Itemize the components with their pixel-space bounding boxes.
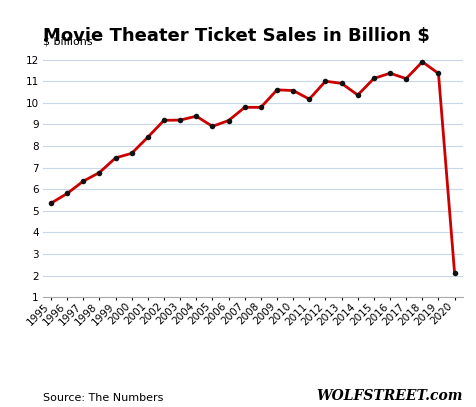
Point — [47, 200, 55, 206]
Point — [369, 75, 377, 82]
Point — [95, 169, 103, 176]
Point — [79, 178, 87, 184]
Point — [257, 104, 264, 111]
Point — [63, 190, 71, 197]
Point — [144, 134, 151, 140]
Text: Source: The Numbers: Source: The Numbers — [43, 393, 163, 403]
Point — [434, 70, 441, 77]
Point — [192, 113, 200, 119]
Point — [224, 117, 232, 124]
Point — [289, 87, 297, 94]
Point — [321, 78, 328, 85]
Point — [450, 270, 457, 277]
Point — [417, 59, 425, 65]
Point — [208, 123, 216, 129]
Text: $ billions: $ billions — [43, 36, 92, 46]
Point — [386, 70, 393, 77]
Text: Movie Theater Ticket Sales in Billion $: Movie Theater Ticket Sales in Billion $ — [43, 26, 429, 44]
Point — [337, 80, 345, 87]
Point — [111, 155, 119, 161]
Point — [128, 150, 135, 157]
Point — [160, 117, 168, 124]
Point — [402, 75, 409, 82]
Point — [353, 92, 361, 98]
Point — [305, 96, 312, 103]
Point — [273, 87, 280, 93]
Point — [176, 117, 184, 123]
Text: WOLFSTREET.com: WOLFSTREET.com — [316, 389, 462, 403]
Point — [240, 104, 248, 111]
